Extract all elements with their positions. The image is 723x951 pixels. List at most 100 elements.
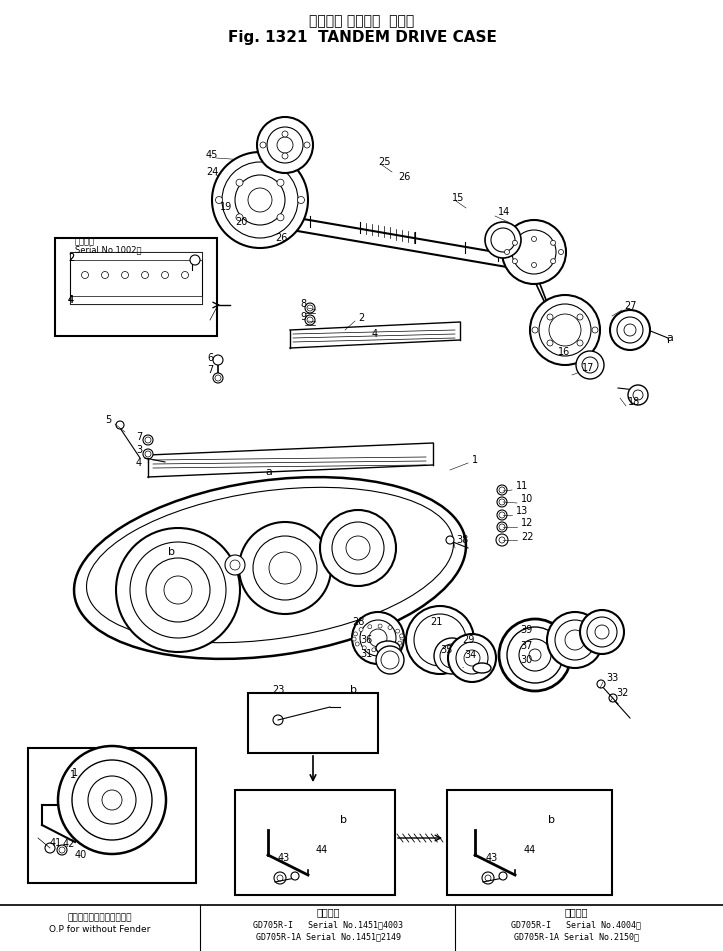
Text: フェンダなし用オプション: フェンダなし用オプション (68, 914, 132, 922)
Text: 40: 40 (75, 850, 87, 860)
Circle shape (116, 421, 124, 429)
Circle shape (499, 499, 505, 505)
Circle shape (464, 650, 480, 666)
Circle shape (456, 642, 488, 674)
Circle shape (395, 630, 400, 633)
Circle shape (400, 634, 403, 638)
Text: 26: 26 (398, 172, 411, 182)
Text: 41: 41 (50, 838, 62, 848)
Circle shape (146, 558, 210, 622)
Text: 17: 17 (582, 363, 594, 373)
Circle shape (624, 324, 636, 336)
Circle shape (72, 760, 152, 840)
Text: 2: 2 (358, 313, 364, 323)
Text: 適用号機: 適用号機 (75, 238, 95, 246)
Circle shape (145, 451, 151, 457)
Circle shape (388, 626, 392, 630)
Circle shape (617, 317, 643, 343)
Circle shape (58, 746, 166, 854)
Text: 24: 24 (206, 167, 218, 177)
Text: 37: 37 (520, 641, 532, 651)
Circle shape (359, 628, 363, 631)
Text: タンデム ドライブ  ケース: タンデム ドライブ ケース (309, 14, 414, 28)
Circle shape (282, 153, 288, 159)
Text: Serial No.1002～: Serial No.1002～ (75, 245, 142, 255)
Text: 44: 44 (524, 845, 536, 855)
Circle shape (190, 255, 200, 265)
Circle shape (580, 610, 624, 654)
Circle shape (352, 612, 404, 664)
Circle shape (57, 845, 67, 855)
Circle shape (531, 237, 536, 242)
Circle shape (628, 385, 648, 405)
Text: 13: 13 (516, 506, 529, 516)
Text: 28: 28 (352, 617, 364, 627)
Text: b: b (168, 547, 175, 557)
Text: 9: 9 (300, 312, 306, 322)
Circle shape (368, 625, 372, 629)
Circle shape (529, 649, 541, 661)
Circle shape (45, 843, 55, 853)
Circle shape (260, 142, 266, 148)
Text: 21: 21 (430, 617, 442, 627)
Circle shape (610, 310, 650, 350)
Circle shape (497, 497, 507, 507)
Circle shape (222, 162, 298, 238)
Text: 45: 45 (206, 150, 218, 160)
Circle shape (555, 620, 595, 660)
Circle shape (597, 680, 605, 688)
Text: 27: 27 (624, 301, 636, 311)
Text: 36: 36 (360, 635, 372, 645)
Circle shape (499, 524, 505, 530)
Text: 39: 39 (520, 625, 532, 635)
Circle shape (592, 327, 598, 333)
Circle shape (549, 314, 581, 346)
Bar (235, 790, 395, 895)
Circle shape (448, 634, 496, 682)
Circle shape (497, 522, 507, 532)
Bar (55, 238, 217, 336)
Text: 7: 7 (136, 432, 142, 442)
Circle shape (513, 241, 518, 245)
Text: b: b (340, 815, 347, 825)
Text: 1: 1 (70, 770, 76, 780)
Circle shape (485, 222, 521, 258)
Text: 38: 38 (456, 535, 469, 545)
Circle shape (274, 872, 286, 884)
Circle shape (547, 340, 553, 346)
Circle shape (82, 271, 88, 279)
Circle shape (502, 220, 566, 284)
Text: 18: 18 (628, 397, 641, 407)
Circle shape (305, 303, 315, 313)
Text: 4: 4 (68, 295, 74, 305)
Circle shape (277, 137, 293, 153)
Circle shape (346, 536, 370, 560)
Circle shape (539, 304, 591, 356)
Ellipse shape (74, 477, 466, 659)
Text: 30?: 30? (462, 668, 464, 669)
Text: 3: 3 (136, 445, 142, 455)
Ellipse shape (473, 663, 491, 673)
Circle shape (354, 631, 357, 636)
Text: 43: 43 (486, 853, 498, 863)
Text: b: b (350, 685, 357, 695)
Circle shape (499, 872, 507, 880)
Circle shape (236, 214, 243, 221)
Circle shape (164, 576, 192, 604)
Text: 25: 25 (378, 157, 390, 167)
Circle shape (253, 536, 317, 600)
Circle shape (225, 555, 245, 575)
Circle shape (297, 197, 304, 204)
Circle shape (181, 271, 189, 279)
Circle shape (587, 617, 617, 647)
Text: GD705R-I   Serial No.4004～: GD705R-I Serial No.4004～ (511, 921, 641, 929)
Circle shape (485, 875, 491, 881)
Circle shape (101, 271, 108, 279)
Circle shape (235, 175, 285, 225)
Circle shape (577, 314, 583, 320)
Circle shape (121, 271, 129, 279)
Circle shape (212, 152, 308, 248)
Circle shape (400, 636, 404, 640)
Circle shape (499, 487, 505, 493)
Circle shape (519, 639, 551, 671)
